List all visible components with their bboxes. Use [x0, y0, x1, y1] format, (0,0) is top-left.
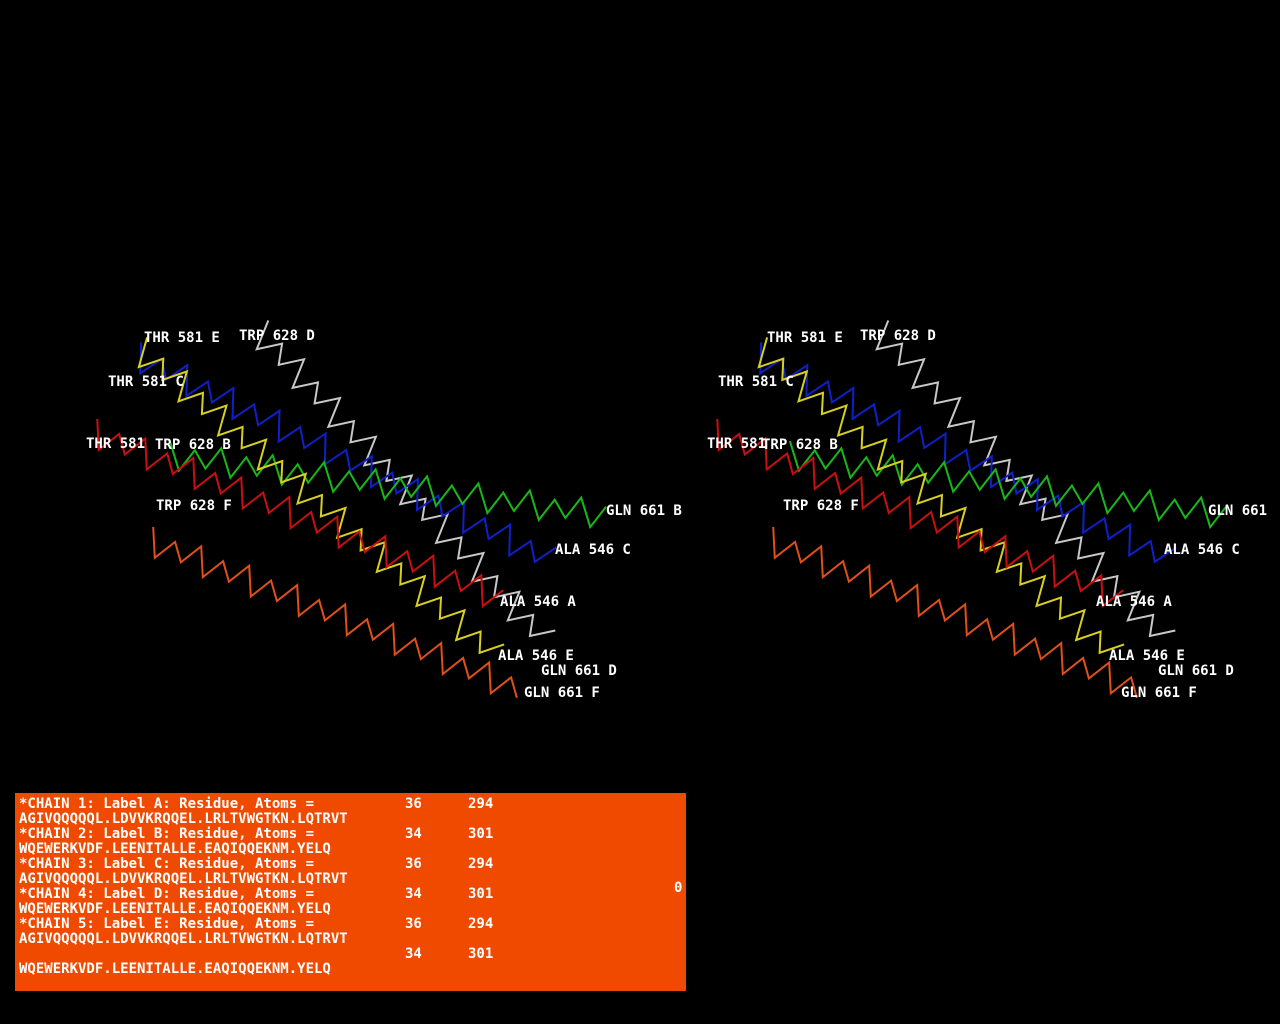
helix-trace [255, 320, 556, 638]
chain-header: *CHAIN 3: Label C: Residue, Atoms = [19, 856, 314, 872]
helix-trace [137, 337, 505, 655]
residue-label: ALA 546 A [1096, 594, 1172, 610]
residue-label: TRP 628 F [156, 498, 232, 514]
residue-label: GLN 661 D [541, 663, 617, 679]
chain-header: *CHAIN 2: Label B: Residue, Atoms = [19, 826, 314, 842]
helix-trace [875, 320, 1176, 638]
helix-trace [772, 526, 1138, 699]
helix-trace [139, 342, 557, 564]
corner-value: 0 [674, 880, 682, 896]
helix-trace [759, 342, 1177, 564]
residue-label: GLN 661 F [524, 685, 600, 701]
helix-trace [757, 337, 1125, 655]
chain-header: *CHAIN 1: Label A: Residue, Atoms = [19, 796, 314, 812]
atom-count: 301 [468, 886, 493, 902]
residue-label: ALA 546 E [498, 648, 574, 664]
residue-label: ALA 546 A [500, 594, 576, 610]
residue-label: THR 581 [86, 436, 145, 452]
helix-trace [788, 440, 1227, 530]
residue-label: THR 581 [707, 436, 766, 452]
residue-label: ALA 546 E [1109, 648, 1185, 664]
residue-count: 34 [405, 946, 422, 962]
atom-count: 301 [468, 946, 493, 962]
residue-label: THR 581 C [718, 374, 794, 390]
residue-label: ALA 546 C [555, 542, 631, 558]
sequence: WQEWERKVDF.LEENITALLE.EAQIQQEKNM.YELQ [19, 961, 331, 977]
sequence: WQEWERKVDF.LEENITALLE.EAQIQQEKNM.YELQ [19, 841, 331, 857]
residue-label: GLN 661 [1208, 503, 1267, 519]
residue-count: 36 [405, 916, 422, 932]
residue-label: TRP 628 F [783, 498, 859, 514]
residue-label: GLN 661 B [606, 503, 682, 519]
atom-count: 294 [468, 856, 493, 872]
residue-count: 36 [405, 856, 422, 872]
atom-count: 294 [468, 916, 493, 932]
molecule-views [96, 320, 1227, 699]
residue-count: 34 [405, 826, 422, 842]
residue-label: TRP 628 D [239, 328, 315, 344]
residue-count: 34 [405, 886, 422, 902]
residue-label: TRP 628 B [155, 437, 231, 453]
helix-trace [716, 418, 1124, 609]
chain-header: *CHAIN 5: Label E: Residue, Atoms = [19, 916, 314, 932]
helix-trace [96, 418, 504, 609]
sequence: AGIVQQQQQL.LDVVKRQQEL.LRLTVWGTKN.LQTRVT [19, 871, 348, 887]
residue-label: GLN 661 D [1158, 663, 1234, 679]
chain-header: *CHAIN 4: Label D: Residue, Atoms = [19, 886, 314, 902]
atom-count: 294 [468, 796, 493, 812]
residue-label: ALA 546 C [1164, 542, 1240, 558]
atom-count: 301 [468, 826, 493, 842]
residue-label: GLN 661 F [1121, 685, 1197, 701]
residue-label: THR 581 E [144, 330, 220, 346]
info-panel [15, 793, 686, 991]
residue-label: THR 581 E [767, 330, 843, 346]
residue-label: THR 581 C [108, 374, 184, 390]
residue-label: TRP 628 D [860, 328, 936, 344]
helix-trace [168, 440, 607, 530]
sequence: WQEWERKVDF.LEENITALLE.EAQIQQEKNM.YELQ [19, 901, 331, 917]
sequence: AGIVQQQQQL.LDVVKRQQEL.LRLTVWGTKN.LQTRVT [19, 931, 348, 947]
helix-trace [152, 526, 518, 699]
residue-label: TRP 628 B [762, 437, 838, 453]
residue-count: 36 [405, 796, 422, 812]
sequence: AGIVQQQQQL.LDVVKRQQEL.LRLTVWGTKN.LQTRVT [19, 811, 348, 827]
